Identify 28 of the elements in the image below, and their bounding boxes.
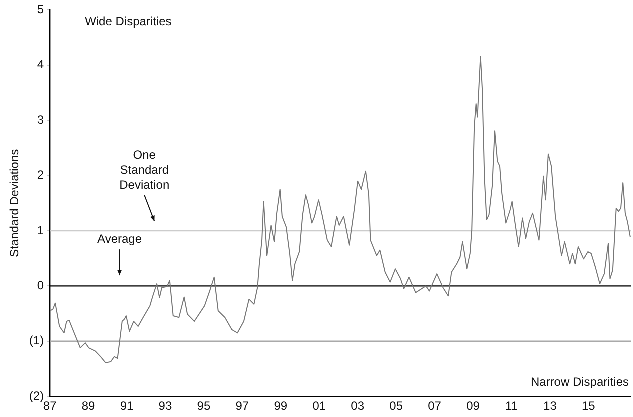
y-tick-label: 5 bbox=[37, 2, 44, 17]
x-tick-label: 15 bbox=[582, 399, 596, 414]
y-tick-label: (2) bbox=[29, 388, 44, 403]
y-axis-title: Standard Deviations bbox=[8, 149, 22, 258]
x-tick-label: 05 bbox=[390, 399, 404, 414]
x-tick-label: 01 bbox=[312, 399, 326, 414]
y-tick-label: 4 bbox=[37, 58, 44, 72]
x-tick-label: 87 bbox=[43, 399, 58, 414]
x-tick-label: 97 bbox=[236, 399, 250, 414]
y-tick-label: (1) bbox=[29, 334, 44, 348]
annotation: Narrow Disparities bbox=[530, 374, 629, 389]
x-tick-label: 13 bbox=[544, 399, 558, 414]
y-tick-label: 0 bbox=[37, 278, 44, 293]
x-tick-label: 11 bbox=[506, 399, 518, 414]
x-tick-label: 03 bbox=[351, 399, 365, 414]
x-tick-label: 93 bbox=[158, 399, 172, 414]
x-tick-label: 91 bbox=[120, 399, 134, 414]
x-tick-label: 95 bbox=[197, 399, 211, 414]
y-tick-label: 2 bbox=[37, 168, 44, 182]
x-tick-label: 09 bbox=[466, 399, 480, 414]
x-tick-label: 99 bbox=[274, 399, 288, 414]
x-tick-label: 89 bbox=[82, 399, 96, 414]
annotation: One Standard Deviation bbox=[120, 148, 170, 192]
annotation: Average bbox=[98, 232, 142, 246]
annotation: Wide Disparities bbox=[85, 14, 172, 29]
y-tick-label: 3 bbox=[37, 112, 44, 127]
x-tick-label: 07 bbox=[428, 399, 442, 414]
y-tick-label: 1 bbox=[37, 223, 44, 238]
